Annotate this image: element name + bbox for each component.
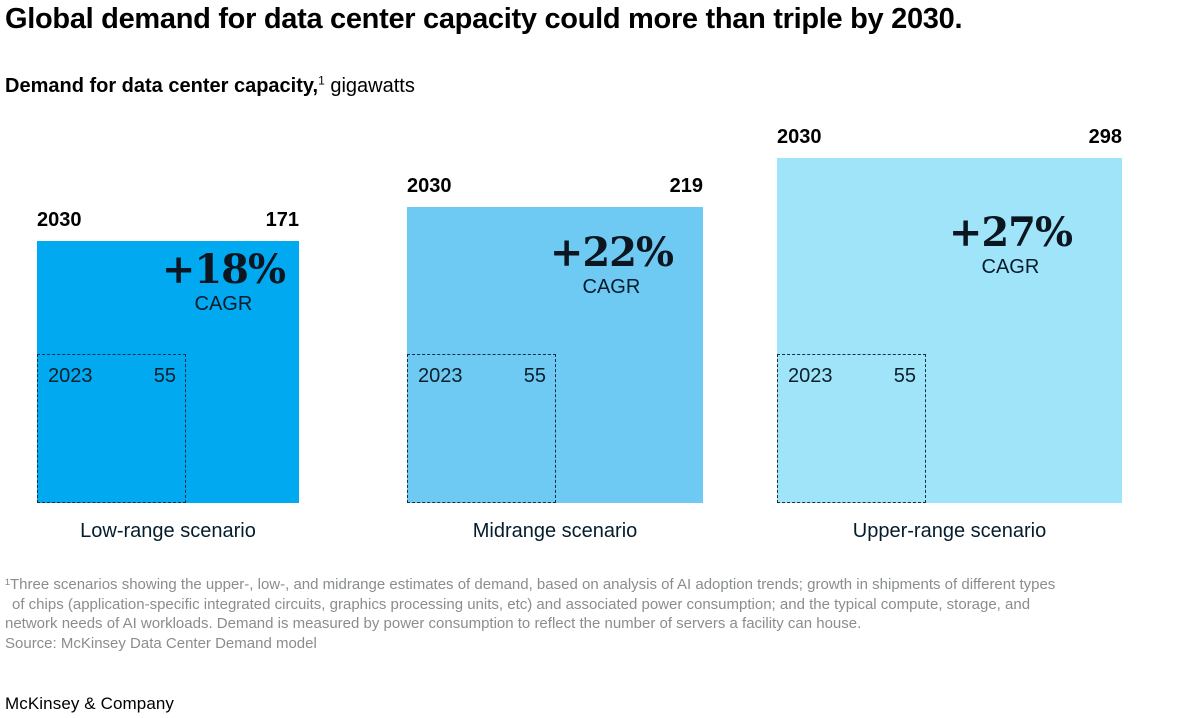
demand-square-2030: +18% CAGR 2023 55 (37, 241, 299, 503)
cagr-value: +22% (549, 229, 674, 276)
cagr-caption: CAGR (194, 293, 253, 315)
scenario-label: Upper-range scenario (852, 520, 1047, 542)
cagr-block: +18% CAGR (161, 246, 286, 316)
header-row: 2030 298 (777, 125, 1122, 158)
chart-subtitle: Demand for data center capacity,1 gigawa… (5, 73, 415, 98)
chart-subtitle-bold: Demand for data center capacity, (5, 75, 319, 97)
demand-square-2030: +22% CAGR 2023 55 (407, 207, 703, 503)
footnote-line: of chips (application-specific integrate… (12, 595, 1031, 613)
year-2023-label: 2023 (48, 365, 93, 387)
value-2023: 55 (523, 365, 546, 387)
value-2030: 219 (669, 175, 703, 197)
cagr-caption: CAGR (582, 276, 641, 298)
mckinsey-wordmark: McKinsey & Company (5, 694, 175, 713)
footnote-marker: 1 (318, 73, 325, 88)
value-2030: 171 (265, 209, 299, 231)
year-2030-label: 2030 (37, 209, 82, 231)
scenario-group-midrange: 2030 219 +22% CAGR 2023 55 Midrange scen… (407, 174, 703, 543)
baseline-label-row: 2023 55 (418, 365, 546, 388)
page-title: Global demand for data center capacity c… (5, 3, 963, 35)
value-2023: 55 (153, 365, 176, 387)
header-row: 2030 171 (37, 208, 299, 241)
demand-square-2030: +27% CAGR 2023 55 (777, 158, 1122, 503)
year-2030-label: 2030 (777, 126, 822, 148)
cagr-block: +27% CAGR (948, 209, 1073, 279)
value-2023: 55 (893, 365, 916, 387)
baseline-label-row: 2023 55 (788, 365, 916, 388)
year-2030-label: 2030 (407, 175, 452, 197)
cagr-value: +18% (161, 246, 286, 293)
cagr-caption: CAGR (981, 256, 1040, 278)
footnote-line: ¹Three scenarios showing the upper-, low… (5, 576, 1056, 593)
header-row: 2030 219 (407, 174, 703, 207)
cagr-block: +22% CAGR (549, 229, 674, 299)
baseline-label-row: 2023 55 (48, 365, 176, 388)
chart-subtitle-unit: gigawatts (324, 75, 415, 97)
year-2023-label: 2023 (418, 365, 463, 387)
baseline-square-2023: 2023 55 (777, 354, 926, 503)
scenario-label: Low-range scenario (80, 520, 256, 542)
scenario-group-low-range: 2030 171 +18% CAGR 2023 55 Low-range sce… (37, 208, 299, 543)
footnote-line: network needs of AI workloads. Demand is… (5, 615, 862, 632)
scenario-group-upper-range: 2030 298 +27% CAGR 2023 55 Upper-range s… (777, 125, 1122, 543)
footnote: ¹Three scenarios showing the upper-, low… (5, 575, 1180, 653)
year-2023-label: 2023 (788, 365, 833, 387)
source-line: Source: McKinsey Data Center Demand mode… (5, 634, 317, 652)
scenario-label: Midrange scenario (472, 520, 638, 542)
cagr-value: +27% (948, 209, 1073, 256)
baseline-square-2023: 2023 55 (407, 354, 556, 503)
baseline-square-2023: 2023 55 (37, 354, 186, 503)
value-2030: 298 (1088, 126, 1122, 148)
